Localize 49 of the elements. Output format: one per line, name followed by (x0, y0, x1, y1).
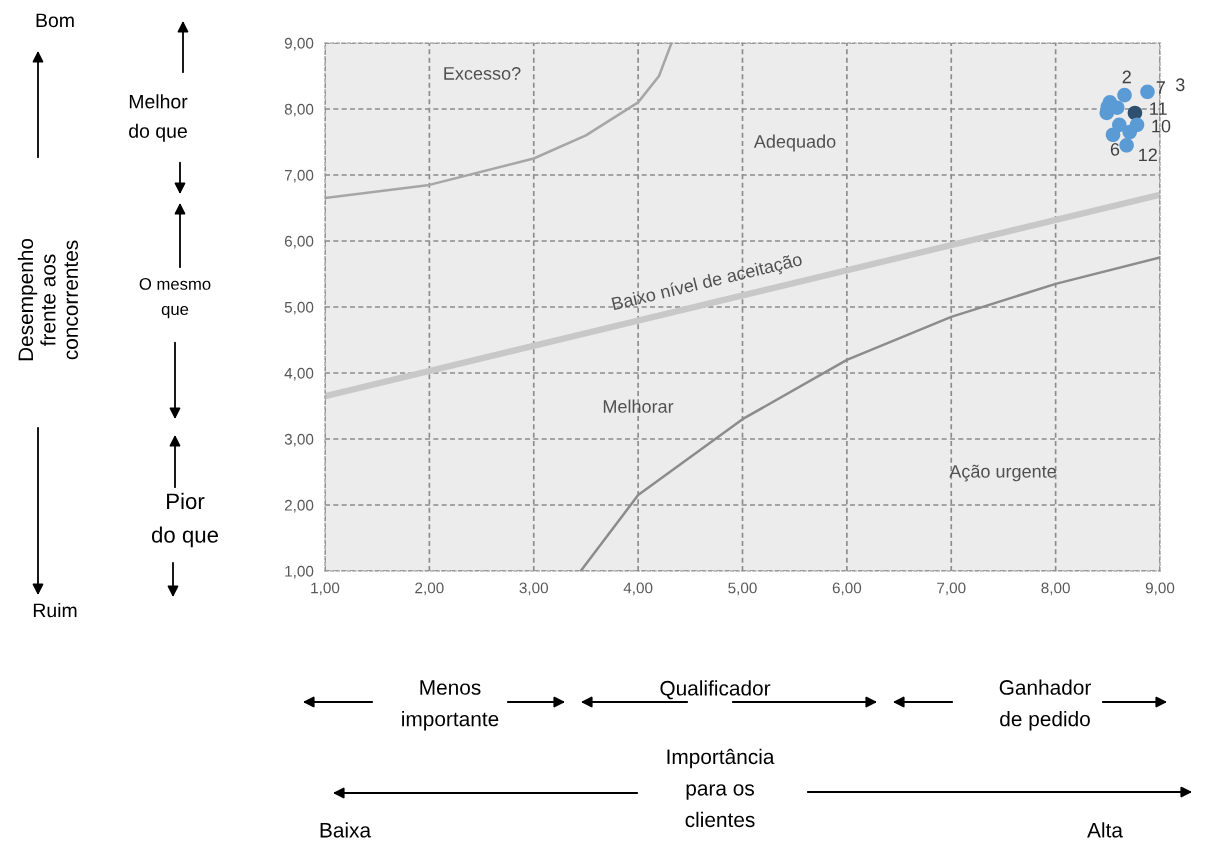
annotation: 7 (1156, 81, 1165, 94)
x-tick-label: 2,00 (415, 582, 444, 596)
annotation: Ação urgente (949, 464, 1056, 482)
x-tick-label: 7,00 (937, 582, 966, 596)
text: Qualificador (660, 680, 771, 700)
text: Desempenho frente aos concorrentes (17, 238, 79, 361)
annotation: 2 (1122, 70, 1131, 84)
x-tick-label: 3,00 (519, 582, 549, 596)
text: Melhor do que (129, 94, 188, 142)
line-series (325, 43, 673, 200)
text: Ganhador de pedido (999, 679, 1091, 731)
x-tick-label: 6,00 (832, 582, 862, 596)
text: Baixa (320, 822, 372, 838)
y-tick-label: 4,00 (284, 367, 314, 381)
text: Bom (36, 13, 74, 28)
y-tick-label: 5,00 (284, 301, 314, 315)
annotation: 6 (1110, 142, 1120, 156)
annotation: Excesso? (444, 67, 521, 80)
y-tick-label: 9,00 (284, 37, 314, 51)
text: Ruim (33, 602, 77, 618)
annotation: Melhorar (603, 399, 674, 413)
text: Alta (1087, 822, 1123, 838)
annotation: Adequado (753, 134, 836, 152)
x-tick-label: 8,00 (1041, 582, 1070, 596)
annotation: 12 (1139, 148, 1157, 162)
y-tick-label: 3,00 (284, 433, 314, 447)
point (1105, 127, 1121, 143)
x-tick-label: 1,00 (311, 582, 340, 596)
point (1127, 105, 1143, 121)
y-tick-label: 1,00 (285, 565, 314, 579)
y-tick-label: 8,00 (284, 103, 314, 117)
annotation: 11 (1150, 102, 1167, 115)
annotation: 3 (1175, 78, 1185, 92)
text: Pior do que (151, 492, 218, 548)
x-tick-label: 9,00 (1145, 582, 1175, 596)
point (1140, 84, 1155, 100)
point (1119, 138, 1134, 153)
x-tick-label: 5,00 (728, 582, 757, 596)
text: O mesmo que (139, 278, 211, 319)
y-tick-label: 7,00 (284, 169, 314, 183)
y-tick-label: 6,00 (284, 235, 314, 249)
annotation: 10 (1152, 119, 1171, 133)
point (1117, 87, 1132, 103)
y-tick-label: 2,00 (284, 499, 314, 513)
text: Importância para os clientes (667, 748, 775, 828)
text: Menos importante (402, 680, 499, 731)
x-tick-label: 4,00 (623, 582, 653, 596)
annotation: Baixo nível de aceitação (611, 252, 804, 314)
point (1129, 117, 1145, 133)
